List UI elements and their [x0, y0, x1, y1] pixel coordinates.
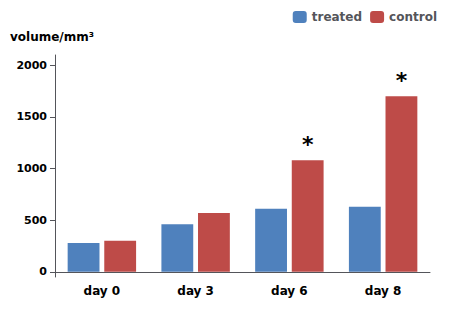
svg-text:0: 0 — [39, 265, 47, 278]
svg-text:1000: 1000 — [16, 162, 47, 175]
svg-text:volume/mm³: volume/mm³ — [10, 30, 94, 44]
svg-text:day 0: day 0 — [84, 284, 121, 298]
svg-text:control: control — [389, 10, 437, 24]
svg-text:2000: 2000 — [16, 59, 47, 72]
svg-text:1500: 1500 — [16, 110, 47, 123]
svg-text:*: * — [396, 68, 408, 93]
svg-text:treated: treated — [312, 10, 362, 24]
svg-text:day 8: day 8 — [365, 284, 402, 298]
svg-text:day 6: day 6 — [271, 284, 308, 298]
svg-text:day 3: day 3 — [177, 284, 214, 298]
svg-text:*: * — [302, 132, 314, 157]
svg-text:500: 500 — [24, 214, 47, 227]
